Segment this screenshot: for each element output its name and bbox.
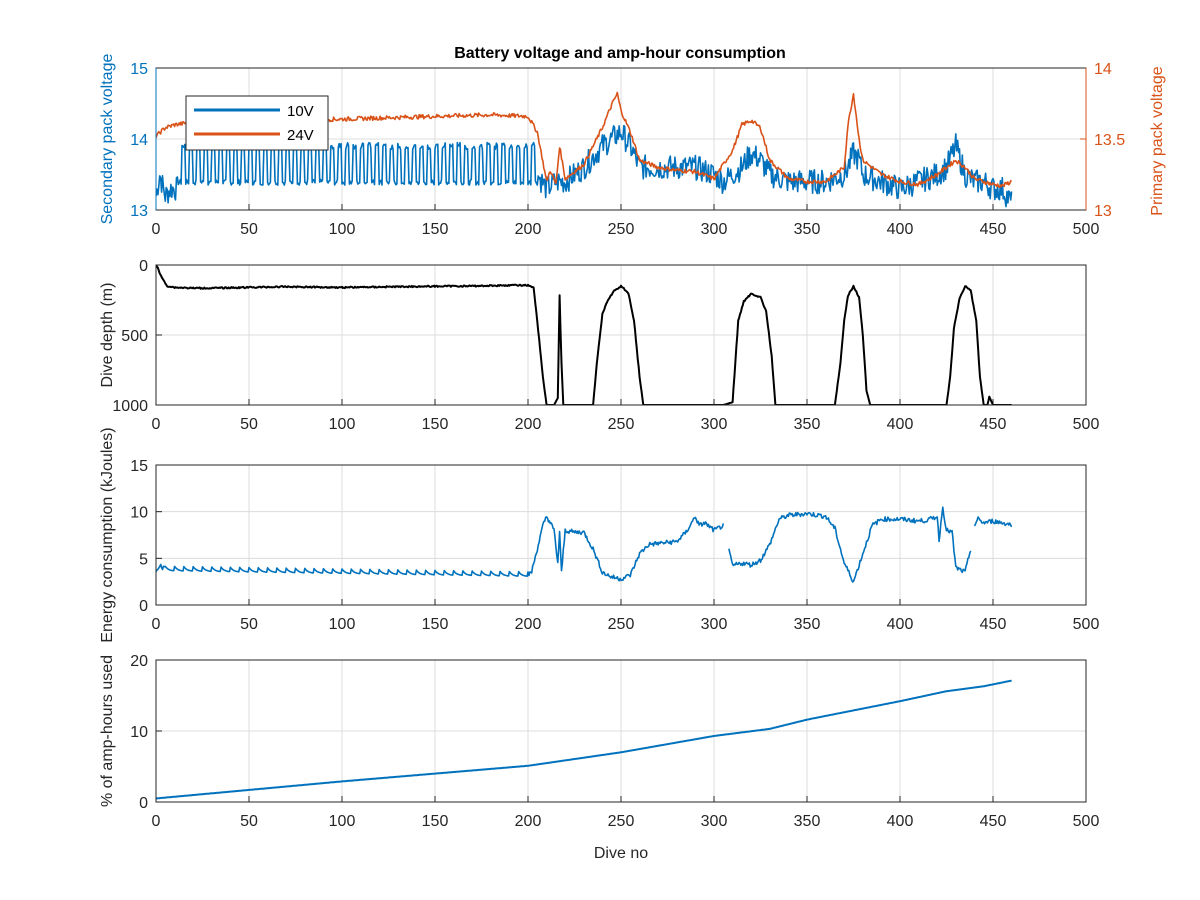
x-tick-label: 250 xyxy=(608,616,635,633)
x-tick-label: 100 xyxy=(329,616,356,633)
x-tick-label: 150 xyxy=(422,616,449,633)
x-tick-label: 500 xyxy=(1073,416,1100,433)
legend-label: 10V xyxy=(287,103,314,120)
legend-label: 24V xyxy=(287,127,314,144)
x-tick-label: 300 xyxy=(701,616,728,633)
y-axis-label: % of amp-hours used xyxy=(99,655,116,807)
axes-frame xyxy=(155,464,1087,606)
x-tick-label: 100 xyxy=(329,416,356,433)
x-tick-label: 350 xyxy=(794,221,821,238)
chart-title: Battery voltage and amp-hour consumption xyxy=(454,45,786,62)
x-tick-label: 350 xyxy=(794,416,821,433)
x-tick-label: 350 xyxy=(794,616,821,633)
x-tick-label: 0 xyxy=(152,416,161,433)
x-tick-label: 250 xyxy=(608,813,635,830)
y-tick-label: 0 xyxy=(139,795,148,812)
y-axis-label: Secondary pack voltage xyxy=(99,54,116,225)
y-tick-label: 0 xyxy=(139,598,148,615)
x-tick-label: 200 xyxy=(515,813,542,830)
x-tick-label: 250 xyxy=(608,221,635,238)
series-line-2 xyxy=(156,265,1012,405)
x-tick-label: 250 xyxy=(608,416,635,433)
x-tick-label: 200 xyxy=(515,416,542,433)
y-axis-label: Energy consumption (kJoules) xyxy=(99,427,116,642)
x-axis-label: Dive no xyxy=(594,845,648,862)
y-tick-label: 5 xyxy=(139,551,148,568)
x-tick-label: 50 xyxy=(240,221,258,238)
x-tick-label: 100 xyxy=(329,813,356,830)
y-tick-label: 15 xyxy=(130,61,148,78)
series-group xyxy=(156,506,1013,583)
x-tick-label: 500 xyxy=(1073,221,1100,238)
x-tick-label: 400 xyxy=(887,813,914,830)
y-right-tick-label: 13.5 xyxy=(1094,132,1125,149)
x-tick-label: 450 xyxy=(980,221,1007,238)
series-line-4 xyxy=(156,679,1012,800)
x-tick-label: 200 xyxy=(515,221,542,238)
series-group xyxy=(156,679,1012,800)
y-axis-label: Dive depth (m) xyxy=(99,283,116,388)
y-tick-label: 500 xyxy=(121,328,148,345)
axes-frame xyxy=(155,659,1087,803)
y-tick-label: 13 xyxy=(130,203,148,220)
x-tick-label: 50 xyxy=(240,616,258,633)
series-line-3 xyxy=(728,506,972,583)
x-tick-label: 450 xyxy=(980,813,1007,830)
x-tick-label: 150 xyxy=(422,221,449,238)
x-tick-label: 0 xyxy=(152,813,161,830)
x-tick-label: 300 xyxy=(701,416,728,433)
x-tick-label: 500 xyxy=(1073,813,1100,830)
x-tick-label: 400 xyxy=(887,416,914,433)
x-tick-label: 500 xyxy=(1073,616,1100,633)
x-tick-label: 200 xyxy=(515,616,542,633)
x-tick-label: 150 xyxy=(422,813,449,830)
x-tick-label: 450 xyxy=(980,616,1007,633)
y-right-axis-label: Primary pack voltage xyxy=(1149,66,1166,215)
x-tick-label: 300 xyxy=(701,813,728,830)
x-tick-label: 400 xyxy=(887,616,914,633)
panel-2: 0 50 100 150 200 250 300 350 400 450 500 0 500 1000 Di… xyxy=(99,258,1099,433)
x-tick-label: 0 xyxy=(152,616,161,633)
x-tick-label: 50 xyxy=(240,813,258,830)
y-right-tick-label: 14 xyxy=(1094,61,1112,78)
x-tick-label: 150 xyxy=(422,416,449,433)
legend-box xyxy=(185,95,329,151)
y-tick-label: 10 xyxy=(130,505,148,522)
x-tick-label: 350 xyxy=(794,813,821,830)
series-line-3 xyxy=(156,516,725,582)
x-tick-label: 100 xyxy=(329,221,356,238)
x-tick-label: 400 xyxy=(887,221,914,238)
y-tick-label: 15 xyxy=(130,458,148,475)
x-tick-label: 50 xyxy=(240,416,258,433)
y-tick-label: 10 xyxy=(130,724,148,741)
y-tick-label: 14 xyxy=(130,132,148,149)
panel-4: 0 50 100 150 200 250 300 350 400 450 500 0 10 20 % of … xyxy=(99,653,1099,862)
y-tick-label: 0 xyxy=(139,258,148,275)
y-right-tick-label: 13 xyxy=(1094,203,1112,220)
y-tick-label: 20 xyxy=(130,653,148,670)
series-line-10v xyxy=(156,124,1013,208)
x-tick-label: 0 xyxy=(152,221,161,238)
series-group xyxy=(156,265,1012,405)
panel-3: 0 50 100 150 200 250 300 350 400 450 500 0 5 10 15 Ener… xyxy=(99,427,1099,642)
x-tick-label: 300 xyxy=(701,221,728,238)
panel-1: 0 50 100 150 200 250 300 350 400 450 5001314151313… xyxy=(99,54,1166,238)
x-tick-label: 450 xyxy=(980,416,1007,433)
y-tick-label: 1000 xyxy=(112,398,148,415)
axes-frame xyxy=(155,264,1087,406)
series-line-3 xyxy=(973,516,1013,528)
